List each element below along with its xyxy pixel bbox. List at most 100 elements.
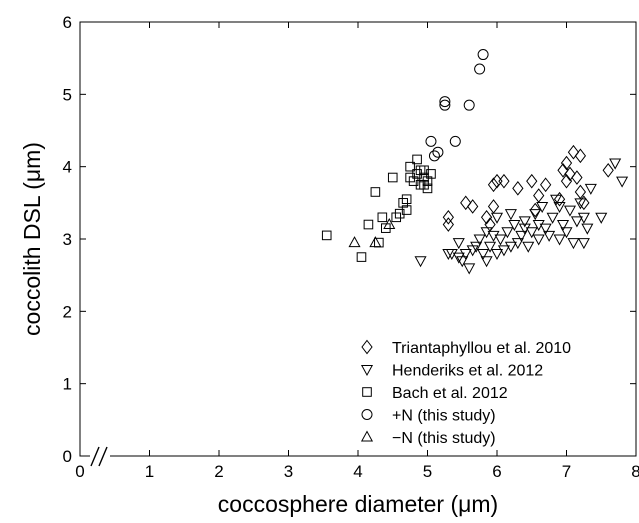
data-point-triangle-down (515, 230, 528, 242)
data-point-triangle-down (494, 234, 507, 246)
legend-item: Henderiks et al. 2012 (360, 363, 543, 380)
legend-item: Triantaphyllou et al. 2010 (361, 339, 571, 357)
data-point-triangle-down (577, 238, 590, 250)
data-point-circle (463, 99, 475, 111)
data-point-triangle-down (556, 220, 570, 232)
series-circle (425, 49, 489, 162)
data-point-triangle-down (484, 241, 497, 253)
data-point-diamond (602, 162, 614, 178)
data-point-square (419, 172, 429, 183)
data-point-diamond (560, 173, 573, 189)
data-point-square (415, 165, 426, 176)
series-triangle-up (348, 217, 396, 248)
data-point-circle (428, 150, 440, 162)
data-point-square (363, 219, 374, 230)
legend-item: Bach et al. 2012 (362, 385, 508, 402)
data-point-triangle-down (518, 216, 531, 228)
legend-label: −N (this study) (392, 430, 496, 447)
data-point-square (426, 169, 436, 179)
x-tick-label: 8 (631, 462, 639, 481)
x-tick-label: 2 (214, 462, 223, 481)
data-point-diamond (480, 209, 493, 225)
x-tick-label: 6 (492, 462, 501, 481)
data-point-triangle-up (383, 217, 396, 230)
data-point-triangle-down (553, 201, 566, 213)
data-point-triangle-down (563, 205, 577, 217)
x-tick-label: 3 (284, 462, 293, 481)
data-point-triangle-down (539, 223, 552, 235)
data-point-triangle-down (477, 248, 490, 261)
data-point-square (419, 179, 429, 190)
data-point-circle (439, 96, 451, 108)
axis-break-slash (90, 446, 100, 467)
y-tick-label: 5 (63, 85, 72, 104)
data-point-triangle-down (470, 241, 483, 253)
data-point-triangle-down (609, 158, 622, 170)
data-point-diamond (529, 202, 541, 218)
data-point-diamond (491, 173, 503, 189)
data-point-triangle-down (522, 241, 535, 253)
data-point-diamond (460, 195, 472, 211)
data-point-square (398, 198, 408, 208)
data-point-triangle-down (529, 209, 542, 221)
data-point-circle (477, 49, 489, 61)
legend-label: +N (this study) (392, 408, 496, 425)
data-point-square (394, 208, 405, 219)
data-point-triangle-down (518, 223, 531, 235)
data-point-triangle-down (616, 176, 629, 188)
x-axis-break (90, 446, 110, 467)
data-point-square (391, 212, 402, 223)
data-point-triangle-down (508, 220, 521, 232)
legend-marker-triangle-down (360, 365, 374, 377)
x-axis-label: coccosphere diameter (μm) (218, 491, 498, 517)
data-point-triangle-down (525, 227, 538, 239)
series-triangle-down (414, 158, 629, 275)
legend-marker-diamond (361, 339, 373, 355)
data-point-diamond (553, 191, 566, 207)
data-point-diamond (567, 144, 580, 160)
data-point-triangle-down (550, 194, 563, 206)
data-point-triangle-down (504, 209, 517, 221)
y-tick-label: 4 (63, 158, 72, 177)
data-point-triangle-down (595, 212, 608, 224)
data-point-diamond (526, 173, 538, 189)
y-tick-label: 6 (63, 13, 72, 32)
data-point-square (405, 161, 415, 172)
data-point-diamond (487, 199, 500, 214)
data-point-diamond (498, 173, 510, 189)
data-point-diamond (560, 155, 573, 171)
data-point-triangle-down (511, 238, 524, 250)
data-point-square (422, 183, 433, 194)
data-point-triangle-down (570, 216, 583, 228)
data-point-circle (439, 99, 451, 111)
data-point-triangle-down (584, 183, 597, 195)
data-point-triangle-down (546, 212, 559, 224)
data-point-triangle-down (414, 256, 427, 268)
legend-marker-circle (361, 409, 373, 420)
data-point-triangle-down (581, 223, 594, 235)
data-point-triangle-down (490, 212, 504, 224)
data-point-triangle-down (497, 245, 510, 257)
data-point-circle (432, 146, 444, 158)
x-axis-ticks: 0 1 2 3 4 5 6 7 8 (75, 22, 639, 481)
data-point-square (370, 187, 381, 197)
data-point-diamond (533, 188, 545, 203)
data-point-diamond (512, 181, 524, 196)
data-point-triangle-down (490, 248, 504, 261)
legend: Triantaphyllou et al. 2010 Henderiks et a… (360, 339, 571, 447)
data-point-triangle-down (536, 201, 549, 213)
legend-marker-triangle-up (360, 430, 374, 442)
data-point-triangle-down (543, 230, 556, 242)
data-point-triangle-down (452, 238, 465, 250)
data-point-circle (449, 135, 461, 147)
data-point-diamond (467, 199, 479, 214)
y-tick-label: 2 (63, 302, 72, 321)
data-point-square (321, 230, 332, 241)
data-point-square (401, 194, 412, 205)
data-point-triangle-down (480, 256, 493, 268)
legend-label: Bach et al. 2012 (392, 385, 508, 402)
data-point-triangle-down (577, 212, 590, 224)
data-point-triangle-down (553, 234, 566, 246)
data-point-square (405, 172, 415, 183)
